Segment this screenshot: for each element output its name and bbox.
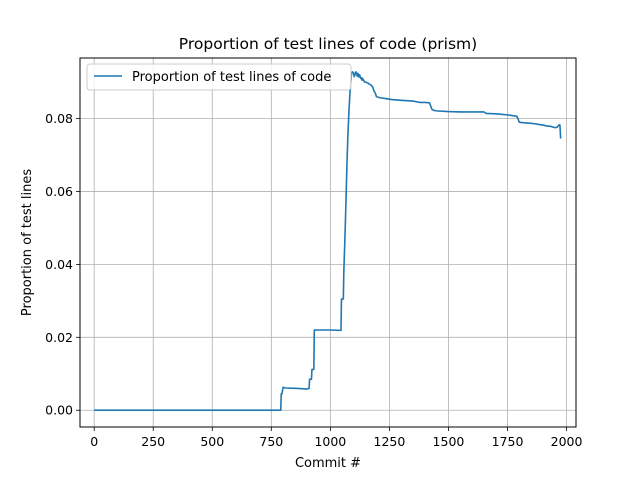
y-axis-title: Proportion of test lines (20, 169, 35, 316)
y-tick-label: 0.02 (45, 330, 73, 345)
legend-label: Proportion of test lines of code (132, 70, 331, 85)
x-axis-title: Commit # (295, 456, 361, 471)
x-tick-label: 1250 (374, 434, 406, 449)
series-layer (94, 71, 562, 412)
series-line (94, 71, 562, 412)
x-tick-label: 1750 (492, 434, 524, 449)
x-tick-label: 750 (259, 434, 283, 449)
x-tick-label: 2000 (551, 434, 583, 449)
legend-box (86, 63, 352, 91)
x-tick-label: 0 (90, 434, 98, 449)
x-tick-label: 1000 (314, 434, 346, 449)
legend: Proportion of test lines of code (86, 63, 352, 91)
x-tick-label: 250 (141, 434, 165, 449)
x-tick-label: 1500 (433, 434, 465, 449)
y-tick-label: 0.06 (45, 184, 73, 199)
grid (80, 58, 576, 427)
x-tick-label: 500 (200, 434, 224, 449)
plot-frame (79, 57, 577, 428)
chart-title: Proportion of test lines of code (prism) (179, 35, 477, 53)
y-axis-ticks: 0.00 0.02 0.04 0.06 0.08 (45, 111, 80, 418)
x-axis-ticks: 0 250 500 750 1000 1250 1500 1750 2000 (90, 427, 583, 449)
y-tick-label: 0.00 (45, 403, 73, 418)
y-tick-label: 0.04 (45, 257, 73, 272)
y-tick-label: 0.08 (45, 111, 73, 126)
